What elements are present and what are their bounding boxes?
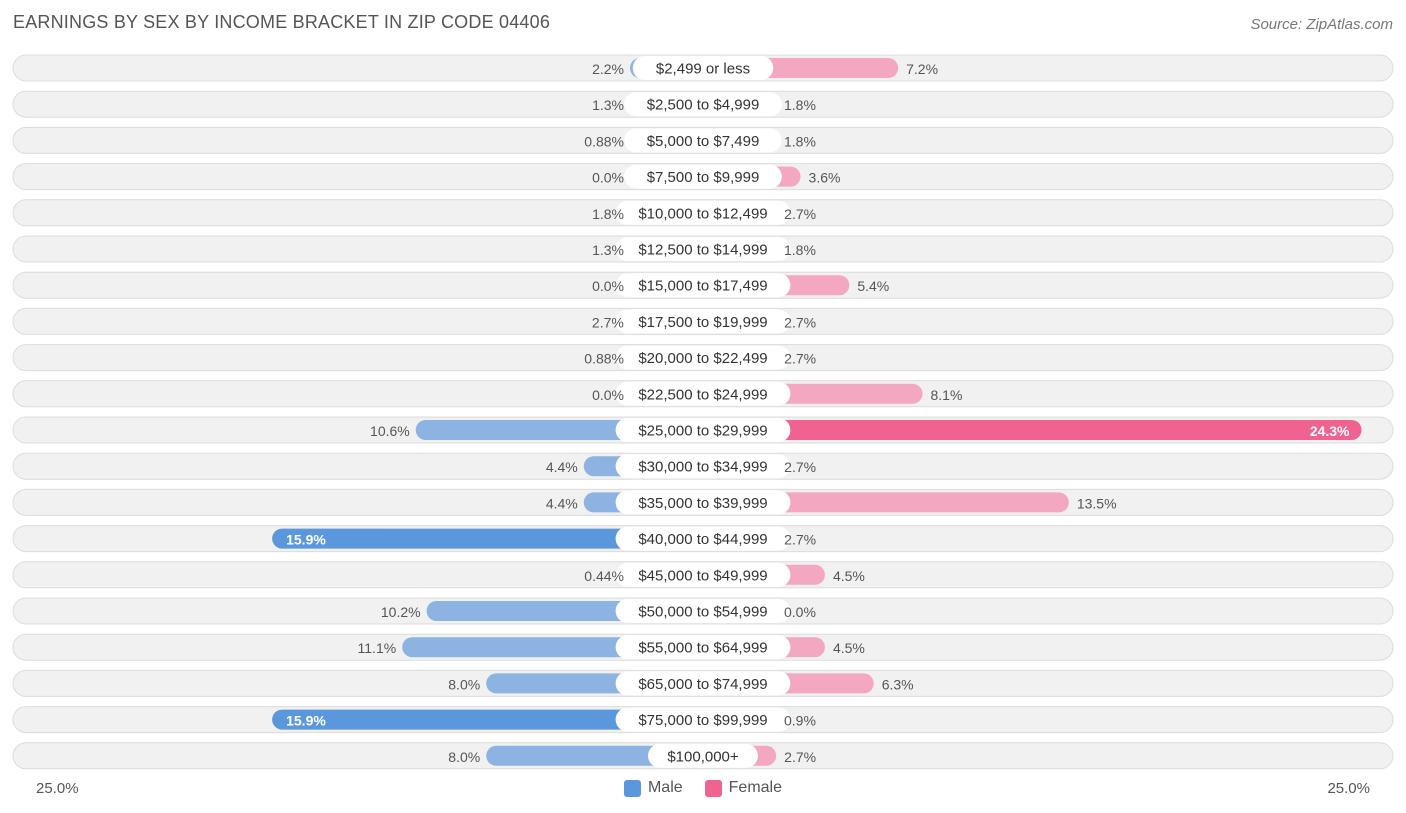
category-label: $10,000 to $12,499 [638,205,767,222]
legend-item-female[interactable]: Female [704,779,783,797]
category-label-box [624,164,782,189]
male-value-label: 0.0% [592,170,624,186]
category-label-box [615,526,791,551]
female-value-label: 4.5% [833,640,865,656]
category-label: $2,500 to $4,999 [647,97,760,114]
category-label: $35,000 to $39,999 [638,495,767,512]
male-value-label: 0.44% [584,568,624,584]
male-value-label: 8.0% [448,749,480,765]
chart-source: Source: ZipAtlas.com [1250,16,1393,33]
category-label: $15,000 to $17,499 [638,278,767,295]
male-value-label: 0.88% [584,351,624,367]
male-value-label: 4.4% [546,459,578,475]
bar-female [703,420,1362,440]
male-value-label: 15.9% [286,532,326,548]
category-label-box [615,237,791,261]
category-label: $2,499 or less [656,61,750,78]
category-label: $25,000 to $29,999 [638,423,767,440]
axis-label-right: 25.0% [1327,780,1370,797]
female-value-label: 7.2% [906,61,938,77]
female-value-label: 0.0% [784,604,816,620]
female-value-label: 2.7% [784,314,816,330]
category-label: $40,000 to $44,999 [638,531,767,548]
female-value-label: 1.8% [784,242,816,258]
category-label: $12,500 to $14,999 [638,242,767,259]
category-label: $50,000 to $54,999 [638,604,767,621]
female-value-label: 6.3% [882,676,914,692]
female-value-label: 2.7% [784,459,816,475]
category-label: $100,000+ [667,748,739,765]
female-value-label: 5.4% [857,278,889,294]
male-value-label: 0.88% [584,133,624,149]
category-label: $30,000 to $34,999 [638,459,767,476]
female-value-label: 8.1% [931,387,963,403]
male-value-label: 10.2% [381,604,421,620]
category-label-box [615,381,791,406]
male-value-label: 10.6% [370,423,410,439]
female-value-label: 2.7% [784,532,816,548]
male-value-label: 15.9% [286,713,326,729]
category-label-box [615,671,791,696]
category-label-box [615,490,791,515]
bar-female [703,492,1069,513]
male-value-label: 1.8% [592,206,624,222]
category-label: $65,000 to $74,999 [638,676,767,693]
category-label-box [615,418,791,442]
male-value-label: 0.0% [592,387,624,403]
male-value-label: 11.1% [358,640,397,656]
male-value-label: 2.7% [592,314,624,330]
category-label: $55,000 to $64,999 [638,640,767,657]
female-value-label: 4.5% [833,568,865,584]
female-value-label: 2.7% [784,351,816,367]
category-label-box [624,128,782,153]
category-label: $75,000 to $99,999 [638,712,767,729]
male-value-label: 1.3% [592,242,624,258]
category-label: $5,000 to $7,499 [647,133,760,150]
category-label: $45,000 to $49,999 [638,567,767,584]
category-label-box [624,92,782,117]
axis-label-left: 25.0% [36,780,79,797]
category-label: $22,500 to $24,999 [638,386,767,403]
legend-label-female: Female [728,779,783,796]
male-value-label: 2.2% [592,61,624,77]
chart-title: EARNINGS BY SEX BY INCOME BRACKET IN ZIP… [13,12,551,32]
female-value-label: 13.5% [1077,495,1117,511]
female-value-label: 2.7% [784,206,816,222]
category-label-box [615,599,791,623]
category-label-box [615,345,791,370]
category-label-box [648,743,758,768]
category-label-box [615,200,791,225]
category-label-box [615,635,791,660]
female-value-label: 0.9% [784,713,816,729]
category-label: $17,500 to $19,999 [638,314,767,331]
category-label: $20,000 to $22,499 [638,350,767,367]
legend: Male Female [0,779,1406,797]
bar-male [486,745,703,766]
legend-label-male: Male [647,779,683,796]
female-value-label: 2.7% [784,749,816,765]
category-label-box [615,562,791,587]
legend-swatch-male [623,779,641,797]
category-label-box [615,454,791,479]
female-value-label: 1.8% [784,133,816,149]
category-label: $7,500 to $9,999 [647,169,760,186]
bar-male [272,709,703,730]
male-value-label: 4.4% [546,495,578,511]
male-value-label: 1.3% [592,97,624,113]
legend-swatch-female [704,779,722,797]
category-label-box [615,707,791,732]
category-label-box [615,309,791,334]
bar-male [272,528,703,549]
legend-item-male[interactable]: Male [623,779,683,797]
category-label-box [615,273,791,298]
category-label-box [632,56,774,80]
female-value-label: 3.6% [809,170,841,186]
female-value-label: 24.3% [1310,423,1350,439]
male-value-label: 8.0% [448,676,480,692]
male-value-label: 0.0% [592,278,624,294]
female-value-label: 1.8% [784,97,816,113]
